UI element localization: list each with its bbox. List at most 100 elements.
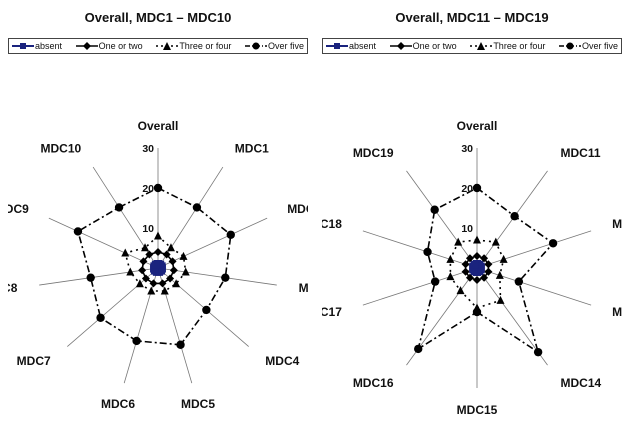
axis-label-mdc19: MDC19 — [353, 146, 394, 160]
point-over-five-mdc9 — [73, 227, 83, 236]
point-three-or-four-mdc13 — [495, 270, 504, 279]
point-over-five-mdc7 — [96, 313, 105, 322]
axis-label-mdc5: MDC5 — [181, 397, 215, 411]
point-absent-mdc10 — [151, 260, 160, 269]
legend-swatch-three-or-four — [470, 42, 493, 50]
point-three-or-four-mdc4 — [172, 279, 181, 288]
spoke-mdc19 — [406, 170, 478, 269]
axis-label-mdc15: MDC15 — [457, 403, 498, 417]
point-one-or-two-mdc5 — [158, 279, 167, 288]
axis-label-mdc8: MDC8 — [8, 281, 18, 295]
axis-label-mdc18: MDC18 — [322, 217, 342, 231]
legend-label: Three or four — [179, 41, 232, 51]
point-three-or-four-mdc16 — [456, 286, 465, 295]
legend: absent One or two Three or four Over fiv… — [8, 38, 308, 54]
legend-label: absent — [35, 41, 63, 51]
tick-label: 10 — [142, 223, 154, 235]
spoke-mdc7 — [67, 267, 159, 347]
axis-label-mdc13: MDC13 — [612, 305, 622, 319]
point-three-or-four-mdc18 — [446, 254, 455, 263]
chart-title: Overall, MDC11 – MDC19 — [395, 10, 549, 25]
point-over-five-mdc8 — [86, 273, 95, 282]
point-one-or-two-mdc3 — [169, 266, 178, 275]
point-over-five-mdc3 — [221, 273, 230, 282]
legend-item-one-or-two: One or two — [389, 41, 457, 51]
point-absent-mdc19 — [470, 260, 479, 269]
axis-label-mdc3: MDC3 — [299, 281, 308, 295]
axis-label-mdc16: MDC16 — [353, 376, 394, 390]
point-one-or-two-mdc18 — [461, 260, 470, 269]
axis-label-mdc2: MDC2 — [287, 202, 308, 216]
point-over-five-mdc17 — [430, 277, 440, 286]
point-one-or-two-mdc8 — [138, 266, 147, 275]
point-one-or-two-mdc2 — [168, 257, 177, 266]
axis-label-mdc6: MDC6 — [101, 397, 135, 411]
axis-label-mdc4: MDC4 — [265, 354, 299, 368]
axis-label-mdc1: MDC1 — [235, 142, 269, 156]
point-over-five-mdc5 — [176, 340, 185, 349]
point-one-or-two-mdc15 — [473, 276, 481, 284]
point-one-or-two-mdc10 — [145, 250, 154, 259]
chart-panel-left: Overall, MDC1 – MDC10 absent One or two … — [8, 0, 308, 441]
point-three-or-four-mdc2 — [179, 251, 188, 260]
series-one-or-two — [138, 248, 178, 288]
point-one-or-two-mdc7 — [141, 274, 150, 283]
series-over-five — [414, 183, 558, 357]
series-three-or-four — [121, 231, 190, 295]
spoke-mdc9 — [48, 217, 159, 269]
point-one-or-two-mdc17 — [461, 267, 470, 276]
series-line-over-five — [77, 187, 232, 346]
legend-label: One or two — [412, 41, 457, 51]
axis-label-mdc7: MDC7 — [17, 354, 51, 368]
point-over-five-overall — [472, 183, 482, 193]
axis-label-mdc10: MDC10 — [41, 142, 82, 156]
point-one-or-two-mdc13 — [484, 267, 493, 276]
tick-label: 30 — [142, 143, 154, 155]
legend-swatch-one-or-two — [389, 42, 412, 50]
series-line-three-or-four — [449, 239, 505, 309]
axis-label-mdc12: MDC12 — [612, 217, 622, 231]
legend-item-three-or-four: Three or four — [156, 41, 231, 51]
point-three-or-four-mdc7 — [135, 279, 144, 288]
legend-item-absent: absent — [12, 41, 62, 51]
series-over-five — [73, 183, 235, 349]
point-three-or-four-mdc5 — [160, 286, 169, 295]
point-over-five-mdc12 — [548, 239, 558, 248]
point-one-or-two-mdc19 — [465, 254, 474, 263]
point-over-five-mdc10 — [114, 203, 124, 212]
point-over-five-mdc6 — [132, 336, 141, 346]
spoke-mdc13 — [476, 267, 592, 306]
point-three-or-four-mdc17 — [446, 272, 455, 281]
point-three-or-four-mdc19 — [454, 237, 463, 246]
axis-label-mdc9: MDC9 — [8, 202, 29, 216]
axis-label-mdc17: MDC17 — [322, 305, 342, 319]
point-one-or-two-mdc9 — [139, 257, 148, 266]
spoke-mdc5 — [157, 267, 193, 384]
legend-swatch-over-five — [244, 42, 267, 50]
point-one-or-two-mdc14 — [480, 273, 489, 282]
point-over-five-mdc18 — [423, 247, 432, 257]
point-three-or-four-mdc10 — [141, 243, 150, 252]
legend-swatch-three-or-four — [156, 42, 179, 50]
chart-title: Overall, MDC1 – MDC10 — [84, 10, 232, 25]
spoke-mdc6 — [123, 267, 159, 384]
point-over-five-overall — [153, 183, 163, 193]
legend-label: Three or four — [493, 41, 546, 51]
legend-label: absent — [349, 41, 377, 51]
tick-label: 30 — [461, 143, 473, 155]
point-three-or-four-mdc8 — [126, 267, 135, 276]
legend: absent One or two Three or four Over fiv… — [322, 38, 622, 54]
point-one-or-two-mdc1 — [162, 250, 171, 259]
spoke-mdc3 — [157, 267, 277, 286]
legend-item-over-five: Over five — [244, 41, 304, 51]
legend-swatch-one-or-two — [75, 42, 98, 50]
legend-label: Over five — [267, 41, 304, 51]
tick-label: 10 — [461, 223, 473, 235]
legend-item-absent: absent — [326, 41, 376, 51]
axis-label-mdc14: MDC14 — [561, 376, 602, 390]
spoke-mdc2 — [157, 217, 268, 269]
series-one-or-two — [461, 252, 493, 284]
axis-label-overall: Overall — [138, 119, 179, 133]
axis-label-mdc11: MDC11 — [561, 146, 601, 160]
legend-item-one-or-two: One or two — [75, 41, 143, 51]
